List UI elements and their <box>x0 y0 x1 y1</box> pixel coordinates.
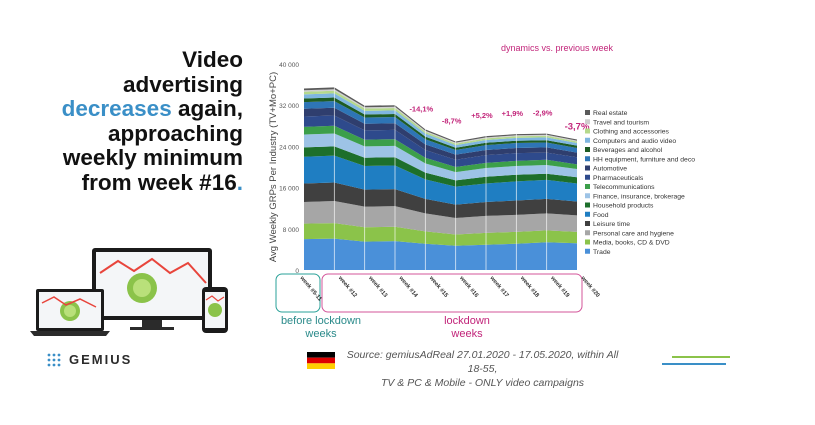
area-series-5 <box>304 155 577 205</box>
dynamics-label: -3,7% <box>565 121 590 132</box>
legend-swatch <box>585 211 590 217</box>
laptop-icon <box>30 289 110 336</box>
legend-swatch <box>585 147 590 152</box>
devices-illustration <box>30 248 228 336</box>
legend-entry: Finance, insurance, brokerage <box>593 193 685 200</box>
headline-line3-rest: again, <box>171 96 243 121</box>
before-lockdown-label: before lockdown weeks <box>280 315 362 340</box>
area-series-6 <box>304 146 577 187</box>
chart-subtitle: dynamics vs. previous week <box>501 43 614 53</box>
area-series-2 <box>304 223 577 246</box>
brand-name: GEMIUS <box>69 352 133 367</box>
legend-entry: Media, books, CD & DVD <box>593 240 670 247</box>
x-tick-label: week #13 <box>366 275 388 300</box>
phone-icon <box>202 287 228 333</box>
x-tick-label: week #12 <box>336 275 358 299</box>
legend-swatch <box>585 202 590 208</box>
legend-entry: Leisure time <box>593 221 630 228</box>
legend-entry: Automotive <box>593 166 627 173</box>
x-tick-label: week #17 <box>488 275 510 299</box>
y-tick-label: 32 000 <box>279 103 299 110</box>
legend-swatch <box>585 110 590 115</box>
legend-entry: HH equipment, furniture and deco <box>593 156 695 163</box>
y-axis-label: Avg Weekly GRPs Per Industry (TV+Mo+PC) <box>268 72 279 262</box>
source-line2: TV & PC & Mobile - ONLY video campaigns <box>380 377 585 389</box>
headline-line6-text: from week #16 <box>81 169 237 195</box>
legend-swatch <box>585 230 590 236</box>
x-tick-label: week #16 <box>457 275 479 300</box>
headline: Video advertising decreases again, appro… <box>8 47 243 196</box>
y-tick-label: 16 000 <box>279 186 299 193</box>
headline-line2: advertising <box>122 71 243 97</box>
x-tick-label: week #15 <box>427 275 449 300</box>
legend-entry: Real estate <box>593 110 628 117</box>
area-series-11 <box>304 101 577 155</box>
legend-entry: Personal care and hygiene <box>593 230 674 237</box>
headline-line3: decreases again, <box>8 96 243 122</box>
legend-entry: Beverages and alcohol <box>593 147 663 154</box>
source-line1: Source: gemiusAdReal 27.01.2020 - 17.05.… <box>346 349 619 375</box>
dynamics-label: -2,9% <box>533 109 553 118</box>
headline-line6: from week #16. <box>8 169 243 196</box>
brand-logo: GEMIUS <box>47 352 132 367</box>
dynamics-label: -8,7% <box>442 117 462 126</box>
headline-dot: . <box>236 169 243 195</box>
legend-swatch <box>585 248 590 254</box>
before-lockdown-box <box>275 273 321 313</box>
legend-swatch <box>585 193 590 199</box>
legend-entry: Clothing and accessories <box>593 129 670 136</box>
legend-entry: Telecommunications <box>593 184 655 191</box>
legend-swatch <box>585 184 590 189</box>
legend-entry: Food <box>593 212 609 219</box>
area-series-8 <box>304 125 577 173</box>
area-series-4 <box>304 182 577 218</box>
y-tick-label: 8 000 <box>283 227 300 234</box>
x-tick-label: week #14 <box>397 275 419 300</box>
legend-swatch <box>585 137 590 143</box>
y-tick-label: 0 <box>295 268 299 275</box>
area-series-7 <box>304 133 577 181</box>
lockdown-label: lockdown weeks <box>444 315 490 340</box>
legend-entry: Computers and audio video <box>593 138 676 145</box>
legend-entry: Household products <box>593 203 654 210</box>
area-series-3 <box>304 200 577 235</box>
y-tick-label: 24 000 <box>279 144 299 151</box>
headline-highlight: decreases <box>61 96 172 121</box>
gemius-dots-icon <box>47 353 61 366</box>
lockdown-box <box>321 273 583 313</box>
monitor-icon <box>92 248 212 330</box>
y-tick-label: 40 000 <box>279 62 299 69</box>
legend-swatch <box>585 119 590 125</box>
dynamics-label: +5,2% <box>471 111 493 120</box>
legend-swatch <box>585 174 590 180</box>
area-series-9 <box>304 115 577 167</box>
legend-swatch <box>585 165 590 171</box>
headline-line1: Video <box>182 47 243 72</box>
legend-swatch <box>585 156 590 162</box>
x-tick-label: week #5-11 <box>298 275 323 303</box>
area-series-10 <box>304 107 577 160</box>
dynamics-label: -14,1% <box>409 104 433 113</box>
x-tick-label: week #19 <box>548 275 570 300</box>
area-series-1 <box>304 238 577 270</box>
x-tick-label: week #18 <box>518 275 540 300</box>
dynamics-label: +1,9% <box>502 109 524 118</box>
legend-swatch <box>585 221 590 226</box>
source-note: Source: gemiusAdReal 27.01.2020 - 17.05.… <box>345 348 620 390</box>
germany-flag-icon <box>307 352 335 369</box>
decorative-lines <box>662 356 730 365</box>
headline-line5: weekly minimum <box>62 145 243 170</box>
legend-entry: Travel and tourism <box>593 119 649 126</box>
legend-swatch <box>585 239 590 245</box>
legend-entry: Trade <box>593 249 611 256</box>
legend-entry: Pharmaceuticals <box>593 175 644 182</box>
headline-line4: approaching <box>107 120 243 146</box>
legend-swatch <box>585 128 590 134</box>
